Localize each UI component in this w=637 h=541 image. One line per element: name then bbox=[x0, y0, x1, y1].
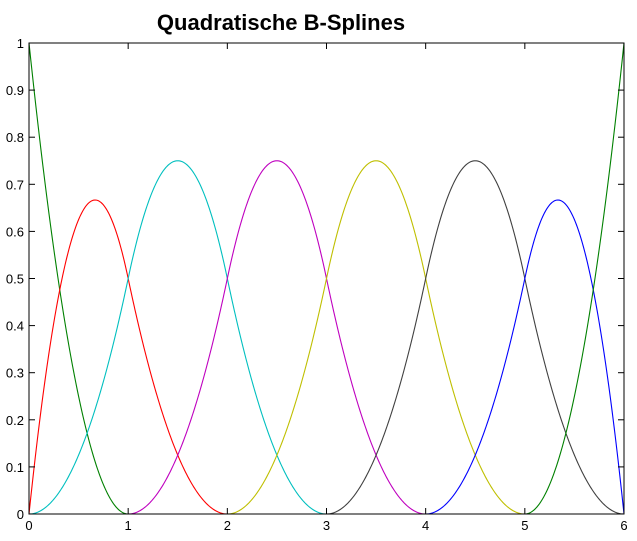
bspline-series-3 bbox=[28, 160, 624, 515]
x-tick-label: 4 bbox=[422, 518, 429, 533]
y-tick-label: 0.9 bbox=[6, 83, 24, 98]
bspline-series-5 bbox=[29, 160, 624, 515]
x-tick-label: 0 bbox=[25, 518, 32, 533]
y-tick-label: 0 bbox=[17, 507, 24, 522]
bspline-series-4 bbox=[29, 160, 624, 515]
y-tick-label: 0.1 bbox=[6, 460, 24, 475]
y-tick-label: 0.7 bbox=[6, 177, 24, 192]
curves-layer bbox=[28, 42, 625, 515]
x-tick-label: 5 bbox=[521, 518, 528, 533]
x-tick-label: 6 bbox=[620, 518, 627, 533]
y-tick-label: 0.4 bbox=[6, 319, 24, 334]
chart-title: Quadratische B-Splines bbox=[157, 10, 405, 35]
x-tick-label: 2 bbox=[224, 518, 231, 533]
x-tick-label: 3 bbox=[323, 518, 330, 533]
bspline-series-6 bbox=[29, 160, 625, 515]
y-tick-label: 0.6 bbox=[6, 224, 24, 239]
y-tick-label: 1 bbox=[17, 36, 24, 51]
y-tick-label: 0.8 bbox=[6, 130, 24, 145]
y-tick-label: 0.5 bbox=[6, 272, 24, 287]
y-tick-label: 0.3 bbox=[6, 366, 24, 381]
x-tick-label: 1 bbox=[125, 518, 132, 533]
axes-layer: 0 1 2 3 4 5 6 0 0.1 0.2 0.3 0.4 0.5 0.6 0.7 0.8 0.9 1 bbox=[6, 36, 628, 533]
bspline-series-7 bbox=[29, 199, 625, 515]
bspline-series-2 bbox=[28, 199, 624, 515]
y-tick-label: 0.2 bbox=[6, 413, 24, 428]
